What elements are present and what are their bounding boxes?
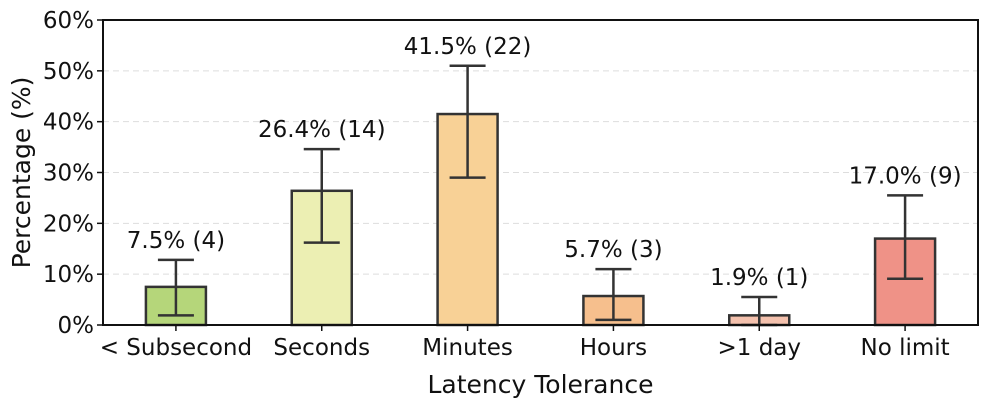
bars-group	[144, 112, 937, 327]
y-tick-label: 60%	[43, 8, 94, 34]
data-label: 26.4% (14)	[258, 117, 386, 143]
data-label: 5.7% (3)	[564, 237, 662, 263]
y-tick-label: 20%	[43, 211, 94, 237]
x-axis-title: Latency Tolerance	[428, 370, 654, 399]
grid-lines	[103, 70, 978, 275]
y-tick-label: 50%	[43, 59, 94, 85]
x-axis-ticks: < Subsecond Seconds Minutes Hours >1 day No l…	[100, 325, 950, 361]
data-label: 7.5% (4)	[127, 228, 225, 254]
y-tick-label: 40%	[43, 110, 94, 136]
y-axis-ticks: 0% 10% 20% 30% 40% 50% 60%	[43, 8, 103, 339]
data-label: 1.9% (1)	[710, 265, 808, 291]
y-axis-title: Percentage (%)	[7, 77, 36, 269]
x-tick-label: No limit	[860, 335, 949, 361]
y-tick-label: 10%	[43, 262, 94, 288]
data-label: 17.0% (9)	[849, 163, 962, 189]
x-tick-label: < Subsecond	[100, 335, 252, 361]
data-labels-group: 7.5% (4) 26.4% (14) 41.5% (22) 5.7% (3) 1.9%…	[127, 34, 962, 291]
y-tick-label: 0%	[58, 313, 95, 339]
x-tick-label: >1 day	[717, 335, 801, 361]
x-tick-label: Seconds	[273, 335, 370, 361]
x-tick-label: Hours	[580, 335, 647, 361]
data-label: 41.5% (22)	[404, 34, 532, 60]
y-tick-label: 30%	[43, 161, 94, 187]
error-bars-group	[157, 64, 924, 327]
x-tick-label: Minutes	[422, 335, 513, 361]
